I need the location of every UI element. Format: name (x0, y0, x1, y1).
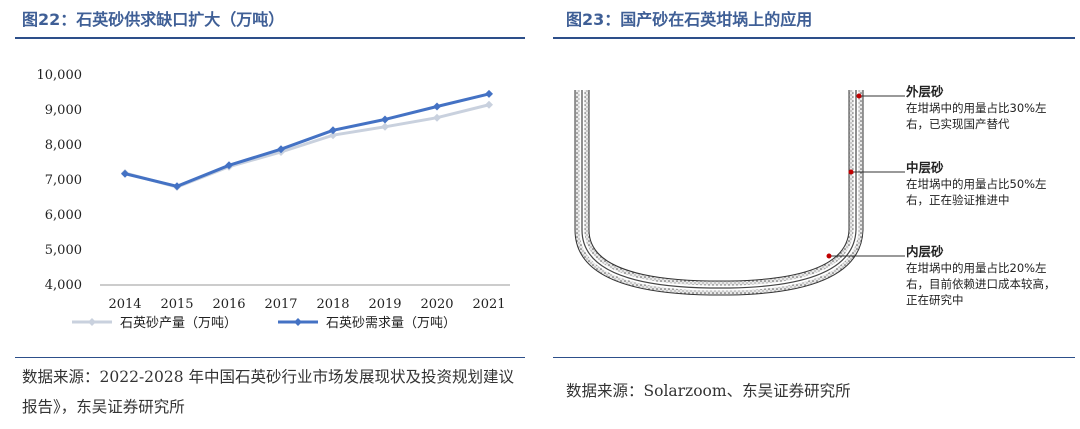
data-point (329, 131, 337, 140)
crucible-diagram (574, 90, 905, 296)
label-inner-name: 内层砂 (906, 244, 944, 259)
x-tick-label: 2018 (316, 297, 349, 312)
data-point (329, 126, 337, 135)
left-source-rule (15, 357, 525, 358)
data-point (433, 113, 441, 122)
right-figure-title: 图23：国产砂在石英坩埚上的应用 (566, 10, 813, 29)
data-point (381, 115, 389, 124)
legend-marker (294, 318, 302, 326)
x-tick-label: 2020 (420, 297, 453, 312)
label-outer-sand: 外层砂 在坩埚中的用量占比30%左右，已实现国产替代 (906, 84, 1056, 132)
x-tick-label: 2017 (264, 297, 297, 312)
y-tick-label: 7,000 (45, 173, 82, 188)
leader-inner (826, 253, 905, 259)
left-title-rule (15, 37, 525, 39)
data-point (173, 182, 181, 191)
label-middle-name: 中层砂 (906, 160, 944, 175)
y-tick-label: 6,000 (45, 208, 82, 223)
legend-label: 石英砂产量（万吨） (120, 316, 237, 331)
y-tick-label: 8,000 (45, 138, 82, 153)
leader-outer (856, 93, 905, 99)
x-axis-labels: 2014 2015 2016 2017 2018 2019 2020 2021 (108, 297, 505, 312)
data-point (225, 161, 233, 170)
label-outer-desc: 在坩埚中的用量占比30%左右，已实现国产替代 (906, 101, 1047, 131)
crucible-middle-line (579, 90, 859, 291)
y-axis-labels: 4,000 5,000 6,000 7,000 8,000 9,000 10,000 (37, 68, 83, 293)
label-inner-desc: 在坩埚中的用量占比20%左右，目前依赖进口成本较高，正在研究中 (906, 261, 1056, 307)
leader-middle (848, 169, 905, 175)
supply-demand-chart: 4,000 5,000 6,000 7,000 8,000 9,000 10,000 201… (37, 68, 510, 331)
label-middle-desc: 在坩埚中的用量占比50%左右，正在验证推进中 (906, 177, 1047, 207)
crucible-inner-line (581, 90, 857, 289)
data-point (485, 89, 493, 98)
y-tick-label: 10,000 (37, 68, 83, 83)
crucible-outer-layer (574, 90, 864, 296)
y-tick-label: 5,000 (45, 243, 82, 258)
left-figure-title: 图22：石英砂供求缺口扩大（万吨） (22, 10, 285, 29)
data-point (381, 122, 389, 131)
legend-label: 石英砂需求量（万吨） (326, 316, 456, 331)
right-source-text: 数据来源：Solarzoom、东吴证券研究所 (566, 382, 851, 400)
series-group (121, 89, 493, 191)
y-tick-label: 9,000 (45, 103, 82, 118)
data-point (277, 145, 285, 154)
x-tick-label: 2016 (212, 297, 245, 312)
label-outer-name: 外层砂 (906, 84, 944, 99)
data-point (121, 169, 129, 178)
chart-legend: 石英砂产量（万吨） 石英砂需求量（万吨） (72, 316, 456, 331)
series-line (124, 92, 490, 188)
data-point (433, 102, 441, 111)
data-point (485, 100, 493, 109)
x-tick-label: 2014 (108, 297, 141, 312)
label-middle-sand: 中层砂 在坩埚中的用量占比50%左右，正在验证推进中 (906, 160, 1056, 208)
x-tick-label: 2015 (160, 297, 193, 312)
right-source-rule (553, 357, 1075, 358)
left-source-text: 数据来源：2022-2028 年中国石英砂行业市场发展现状及投资规划建议报告》，… (22, 368, 515, 416)
x-tick-label: 2019 (368, 297, 401, 312)
y-tick-label: 4,000 (45, 278, 82, 293)
crucible-outer-fill (575, 90, 863, 295)
x-tick-label: 2021 (472, 297, 505, 312)
right-title-rule (553, 37, 1075, 39)
label-inner-sand: 内层砂 在坩埚中的用量占比20%左右，目前依赖进口成本较高，正在研究中 (906, 244, 1056, 308)
legend-marker (88, 318, 96, 326)
